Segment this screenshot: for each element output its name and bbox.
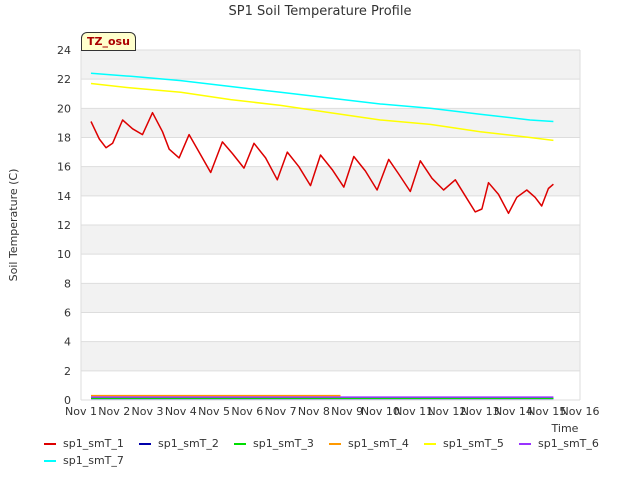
plot-band bbox=[81, 166, 580, 196]
x-tick-label: Nov 5 bbox=[198, 405, 230, 418]
legend-item-sp1_smT_3: sp1_smT_3 bbox=[234, 437, 314, 450]
x-tick-label: Nov 11 bbox=[394, 405, 433, 418]
legend-label: sp1_smT_1 bbox=[63, 437, 124, 450]
x-axis-label: Time bbox=[551, 422, 579, 435]
x-tick-label: Nov 10 bbox=[361, 405, 400, 418]
legend-label: sp1_smT_3 bbox=[253, 437, 314, 450]
y-tick-label: 14 bbox=[57, 190, 71, 203]
x-tick-label: Nov 12 bbox=[427, 405, 466, 418]
legend-swatch bbox=[44, 459, 56, 462]
legend-label: sp1_smT_2 bbox=[158, 437, 219, 450]
legend-swatch bbox=[139, 442, 151, 445]
y-axis-label: Soil Temperature (C) bbox=[7, 169, 20, 282]
legend-label: sp1_smT_7 bbox=[63, 454, 124, 467]
x-tick-label: Nov 1 bbox=[65, 405, 97, 418]
chart-title: SP1 Soil Temperature Profile bbox=[229, 4, 412, 19]
y-tick-label: 6 bbox=[64, 307, 71, 320]
x-axis-ticks: Nov 1 Nov 2 Nov 3 Nov 4 Nov 5 Nov 6 Nov 7 Nov 8… bbox=[65, 405, 599, 418]
y-tick-label: 12 bbox=[57, 219, 71, 232]
series-line-sp1_smT_7 bbox=[90, 72, 554, 123]
legend-label: sp1_smT_6 bbox=[538, 437, 599, 450]
plot-band bbox=[81, 50, 580, 80]
legend-swatch bbox=[234, 442, 246, 445]
legend-label: sp1_smT_5 bbox=[443, 437, 504, 450]
plot-band bbox=[81, 225, 580, 255]
y-tick-label: 22 bbox=[57, 73, 71, 86]
legend-item-sp1_smT_4: sp1_smT_4 bbox=[329, 437, 409, 450]
x-tick-label: Nov 16 bbox=[561, 405, 600, 418]
legend-swatch bbox=[329, 442, 341, 445]
x-tick-label: Nov 15 bbox=[527, 405, 566, 418]
legend-item-sp1_smT_5: sp1_smT_5 bbox=[424, 437, 504, 450]
plot-band bbox=[81, 283, 580, 313]
legend-swatch bbox=[44, 442, 56, 445]
timezone-badge: TZ_osu bbox=[81, 32, 136, 51]
y-tick-label: 18 bbox=[57, 132, 71, 145]
y-tick-label: 2 bbox=[64, 365, 71, 378]
x-tick-label: Nov 14 bbox=[494, 405, 533, 418]
legend-item-sp1_smT_7: sp1_smT_7 bbox=[44, 454, 124, 467]
y-tick-label: 0 bbox=[64, 394, 71, 407]
y-tick-label: 4 bbox=[64, 336, 71, 349]
series-line-sp1_smT_1 bbox=[90, 111, 554, 215]
y-tick-label: 20 bbox=[57, 102, 71, 115]
x-tick-label: Nov 13 bbox=[461, 405, 500, 418]
y-tick-label: 24 bbox=[57, 44, 71, 57]
legend-item-sp1_smT_6: sp1_smT_6 bbox=[519, 437, 599, 450]
y-tick-label: 16 bbox=[57, 161, 71, 174]
x-tick-label: Nov 6 bbox=[231, 405, 263, 418]
y-tick-label: 10 bbox=[57, 248, 71, 261]
series-lines bbox=[90, 72, 554, 400]
x-tick-label: Nov 4 bbox=[165, 405, 197, 418]
y-tick-label: 8 bbox=[64, 277, 71, 290]
legend-item-sp1_smT_2: sp1_smT_2 bbox=[139, 437, 219, 450]
series-line-sp1_smT_5 bbox=[90, 82, 554, 142]
legend-item-sp1_smT_1: sp1_smT_1 bbox=[44, 437, 124, 450]
x-tick-label: Nov 3 bbox=[132, 405, 164, 418]
x-tick-label: Nov 8 bbox=[298, 405, 330, 418]
plot-band bbox=[81, 341, 580, 371]
legend-swatch bbox=[424, 442, 436, 445]
legend-label: sp1_smT_4 bbox=[348, 437, 409, 450]
legend-swatch bbox=[519, 442, 531, 445]
x-tick-label: Nov 9 bbox=[331, 405, 363, 418]
x-tick-label: Nov 2 bbox=[98, 405, 130, 418]
x-tick-label: Nov 7 bbox=[265, 405, 297, 418]
